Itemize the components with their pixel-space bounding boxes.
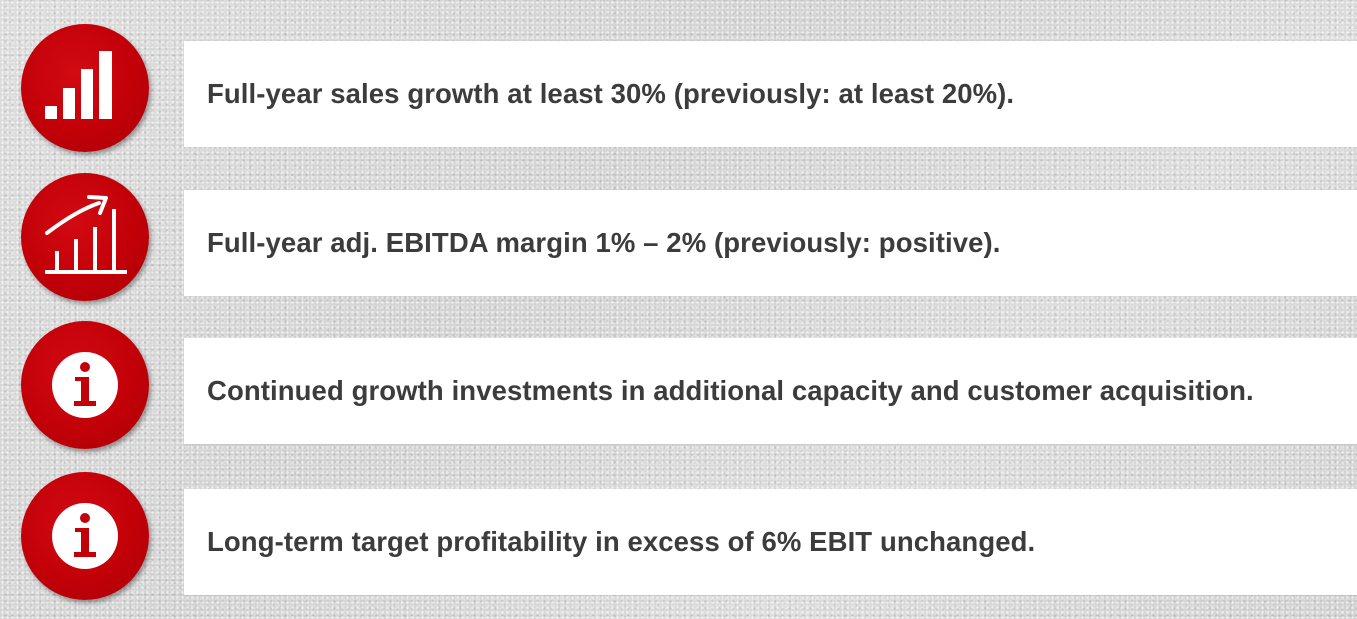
guidance-text-box: Full-year sales growth at least 30% (pre… bbox=[184, 41, 1357, 147]
growth-chart-icon bbox=[21, 173, 149, 301]
guidance-text: Full-year adj. EBITDA margin 1% – 2% (pr… bbox=[207, 227, 1001, 258]
guidance-text-box: Continued growth investments in addition… bbox=[184, 338, 1357, 444]
guidance-text-box: Full-year adj. EBITDA margin 1% – 2% (pr… bbox=[184, 190, 1357, 296]
bar-chart-icon bbox=[21, 24, 149, 152]
guidance-text: Continued growth investments in addition… bbox=[207, 375, 1254, 406]
guidance-item-ebitda-margin: Full-year adj. EBITDA margin 1% – 2% (pr… bbox=[0, 173, 1357, 303]
guidance-item-long-term-target: Long-term target profitability in excess… bbox=[0, 472, 1357, 602]
guidance-text: Full-year sales growth at least 30% (pre… bbox=[207, 78, 1015, 109]
guidance-text-box: Long-term target profitability in excess… bbox=[184, 489, 1357, 595]
guidance-text: Long-term target profitability in excess… bbox=[207, 526, 1036, 557]
info-icon bbox=[21, 321, 149, 449]
guidance-item-sales-growth: Full-year sales growth at least 30% (pre… bbox=[0, 24, 1357, 154]
info-icon bbox=[21, 472, 149, 600]
guidance-item-growth-investments: Continued growth investments in addition… bbox=[0, 321, 1357, 451]
